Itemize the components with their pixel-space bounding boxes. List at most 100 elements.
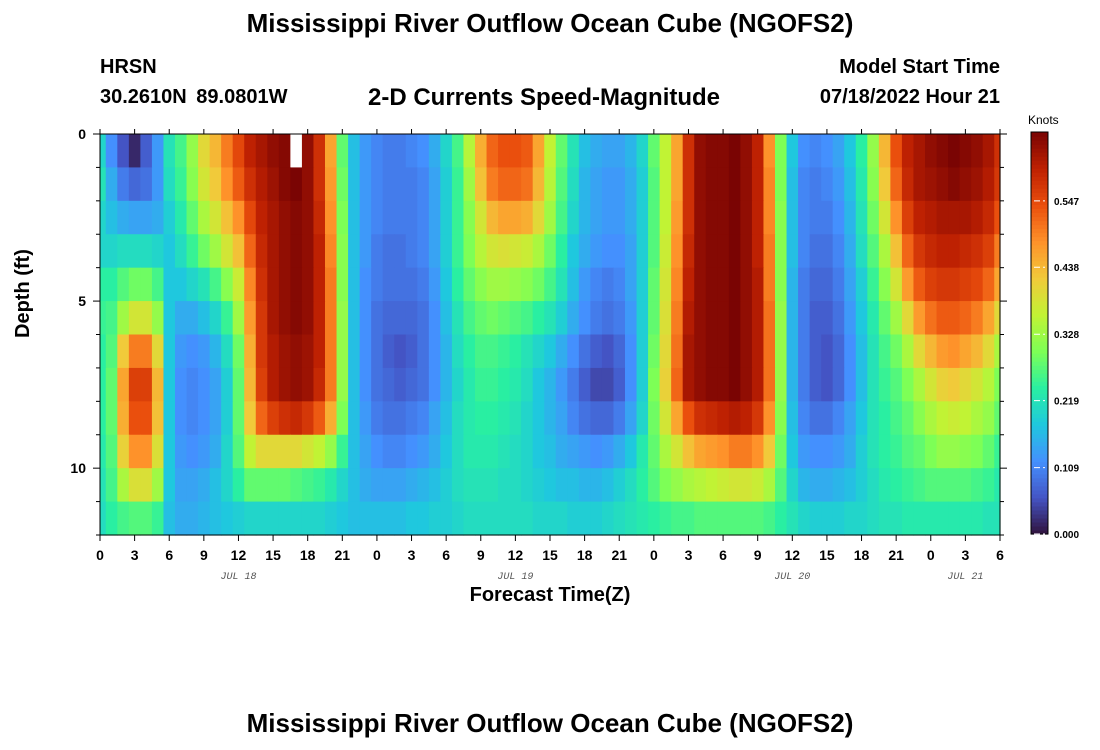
heatmap-cell xyxy=(451,334,465,369)
heatmap-cell xyxy=(832,468,845,503)
heatmap-cell xyxy=(694,267,707,302)
heatmap-cell xyxy=(763,267,776,302)
heatmap-cell xyxy=(336,301,349,336)
heatmap-cell xyxy=(613,234,626,269)
heatmap-cell xyxy=(440,401,453,436)
colorbar-band xyxy=(1031,369,1048,374)
heatmap-cell xyxy=(301,167,315,202)
heatmap-cell xyxy=(948,234,961,269)
heatmap-cell xyxy=(590,367,603,402)
heatmap-cell xyxy=(832,301,845,336)
heatmap-cell xyxy=(544,501,557,536)
heatmap-cell xyxy=(175,401,188,436)
heatmap-cell xyxy=(394,334,407,369)
heatmap-cell xyxy=(325,468,338,503)
heatmap-cell xyxy=(244,367,257,402)
heatmap-cell xyxy=(763,434,776,469)
heatmap-cell xyxy=(775,501,788,536)
heatmap-cell xyxy=(775,334,788,369)
heatmap-cell xyxy=(301,401,315,436)
heatmap-cell xyxy=(855,200,868,235)
x-tick-label: 3 xyxy=(961,547,969,563)
heatmap-cell xyxy=(151,367,165,402)
heatmap-cell xyxy=(948,501,961,536)
day-labels: JUL 18 JUL 19 JUL 20 JUL 21 xyxy=(220,572,983,583)
heatmap-cell xyxy=(636,234,649,269)
heatmap-cell xyxy=(694,167,707,202)
heatmap-cell xyxy=(117,134,130,169)
heatmap-cell xyxy=(255,167,268,202)
heatmap-cell xyxy=(544,134,557,169)
heatmap-cell xyxy=(751,334,765,369)
heatmap-cell xyxy=(555,434,568,469)
heatmap-cell xyxy=(105,301,118,336)
heatmap-cell xyxy=(451,301,465,336)
heatmap-cell xyxy=(694,200,707,235)
heatmap-cell xyxy=(209,401,222,436)
heatmap-cell xyxy=(982,167,995,202)
heatmap-cell xyxy=(625,367,638,402)
heatmap-cell xyxy=(232,167,245,202)
heatmap-cell xyxy=(705,267,718,302)
heatmap-cell xyxy=(555,334,568,369)
colorbar-band xyxy=(1031,204,1048,209)
heatmap-cell xyxy=(498,468,511,503)
colorbar-band xyxy=(1031,212,1048,218)
heatmap-cell xyxy=(348,167,361,202)
heatmap-cell xyxy=(890,434,903,469)
heatmap-cell xyxy=(901,334,915,369)
heatmap-cell xyxy=(832,501,845,536)
heatmap-cell xyxy=(925,134,938,169)
heatmap-cell xyxy=(901,468,915,503)
heatmap-cell xyxy=(209,434,222,469)
heatmap-cell xyxy=(336,267,349,302)
heatmap-cell xyxy=(613,468,626,503)
heatmap-cell xyxy=(544,200,557,235)
x-tick-label: 6 xyxy=(165,547,173,563)
colorbar-band xyxy=(1031,409,1048,414)
heatmap-cell xyxy=(417,468,430,503)
heatmap-cell xyxy=(313,434,326,469)
heatmap-cell xyxy=(498,200,511,235)
heatmap-cell xyxy=(567,134,580,169)
heatmap-cell xyxy=(371,167,384,202)
heatmap-cell xyxy=(255,200,268,235)
heatmap-cell xyxy=(728,367,741,402)
heatmap-cell xyxy=(821,468,834,503)
colorbar-band xyxy=(1031,248,1048,254)
heatmap-cell xyxy=(913,167,926,202)
heatmap-cell xyxy=(105,234,118,269)
colorbar-band xyxy=(1031,521,1048,527)
heatmap-cell xyxy=(278,434,291,469)
heatmap-cell xyxy=(613,200,626,235)
colorbar-band xyxy=(1031,188,1048,193)
heatmap-cell xyxy=(544,234,557,269)
colorbar-band xyxy=(1031,489,1048,495)
heatmap-cell xyxy=(567,167,580,202)
heatmap-cell xyxy=(105,401,118,436)
heatmap-cell xyxy=(659,367,672,402)
heatmap-cell xyxy=(648,468,661,503)
heatmap-cell xyxy=(128,167,141,202)
heatmap-cell xyxy=(682,434,695,469)
heatmap-cell xyxy=(936,367,949,402)
heatmap-cell xyxy=(671,468,684,503)
heatmap-cell xyxy=(786,334,799,369)
heatmap-cell xyxy=(267,134,280,169)
heatmap-cell xyxy=(382,301,395,336)
heatmap-cell xyxy=(244,234,257,269)
heatmap-cell xyxy=(625,167,638,202)
x-tick-label: 21 xyxy=(888,547,904,563)
heatmap-cell xyxy=(405,501,418,536)
heatmap-cell xyxy=(648,301,661,336)
heatmap-cell xyxy=(100,234,107,269)
colorbar-band xyxy=(1031,268,1048,274)
heatmap-cell xyxy=(105,434,118,469)
footer-title: Mississippi River Outflow Ocean Cube (NG… xyxy=(246,708,854,738)
heatmap-cell xyxy=(209,501,222,536)
heatmap-cell xyxy=(325,267,338,302)
heatmap-cell xyxy=(128,468,141,503)
heatmap-cell xyxy=(694,334,707,369)
colorbar-band xyxy=(1031,132,1048,137)
heatmap-cell xyxy=(163,301,176,336)
